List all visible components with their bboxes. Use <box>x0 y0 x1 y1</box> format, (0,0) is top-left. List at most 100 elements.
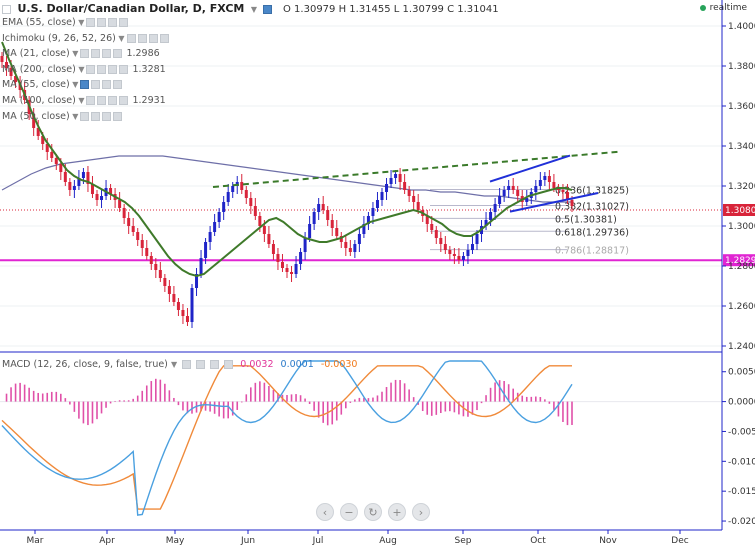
dropdown-chevron-icon[interactable]: ▼ <box>170 360 178 369</box>
indicator-row: MA (55, close) ▼ <box>2 78 123 92</box>
candle-body <box>109 188 113 194</box>
indicator-label: MA (50, close) <box>2 110 70 122</box>
candle-body <box>90 184 94 194</box>
indicator-row: EMA (55, close) ▼ <box>2 16 129 30</box>
settings-icon[interactable] <box>97 18 107 27</box>
candle-body <box>394 174 398 178</box>
dropdown-chevron-icon[interactable]: ▼ <box>75 64 85 74</box>
candle-body <box>344 242 348 248</box>
close-icon[interactable] <box>113 111 123 121</box>
dropdown-chevron-icon[interactable]: ▼ <box>69 80 79 90</box>
zoom-out-button[interactable]: − <box>340 503 358 521</box>
close-icon[interactable] <box>119 18 129 27</box>
fib-level-label: 0.618(1.29736) <box>555 227 629 238</box>
settings-icon[interactable] <box>102 111 112 121</box>
scroll-left-button[interactable]: ‹ <box>316 503 334 521</box>
visibility-icon[interactable] <box>262 4 272 14</box>
settings-icon[interactable] <box>86 64 96 74</box>
scroll-right-button[interactable]: › <box>412 503 430 521</box>
settings-icon[interactable] <box>86 18 96 27</box>
indicator-label: Ichimoku (9, 26, 52, 26) <box>2 32 116 44</box>
settings-icon[interactable] <box>196 360 206 369</box>
candle-body <box>525 198 529 202</box>
settings-icon[interactable] <box>97 64 107 74</box>
candle-body <box>484 220 488 226</box>
close-icon[interactable] <box>113 49 123 59</box>
dropdown-chevron-icon[interactable]: ▼ <box>250 5 257 14</box>
dropdown-chevron-icon[interactable]: ▼ <box>69 111 79 121</box>
candle-body <box>448 250 452 254</box>
candle-body <box>489 212 493 220</box>
settings-icon[interactable] <box>91 111 101 121</box>
macd-value-1: 0.0032 <box>240 359 274 370</box>
candle-body <box>267 234 271 244</box>
settings-icon[interactable] <box>126 33 136 43</box>
candle-body <box>385 184 389 192</box>
month-label: Dec <box>671 536 688 546</box>
settings-icon[interactable] <box>91 49 101 59</box>
indicator-label: MA (200, close) <box>2 63 76 75</box>
candle-body <box>145 248 149 256</box>
indicator-row: MA (50, close) ▼ <box>2 110 123 124</box>
settings-icon[interactable] <box>102 49 112 59</box>
macd-signal-line <box>1 365 572 510</box>
current-price-tag <box>723 204 755 216</box>
candle-body <box>430 224 434 230</box>
settings-icon[interactable] <box>80 111 90 121</box>
candle-body <box>41 136 45 144</box>
settings-icon[interactable] <box>91 80 101 90</box>
candle-body <box>466 250 470 256</box>
dropdown-chevron-icon[interactable]: ▼ <box>75 18 85 27</box>
indicator-label: MA (21, close) <box>2 48 70 60</box>
close-icon[interactable] <box>159 33 169 43</box>
candle-body <box>136 232 140 240</box>
candle-body <box>0 56 4 62</box>
fib-level-label: 0.382(1.31027) <box>555 201 629 212</box>
settings-icon[interactable] <box>137 33 147 43</box>
indicator-row: MA (200, close) ▼ 1.3281 <box>2 63 166 77</box>
close-icon[interactable] <box>224 360 234 369</box>
candle-body <box>185 316 189 322</box>
collapse-icon[interactable] <box>2 4 11 14</box>
candle-body <box>425 216 429 224</box>
settings-icon[interactable] <box>108 64 118 74</box>
month-label: Jun <box>240 536 255 546</box>
macd-tick-label: -0.0200 <box>728 517 755 527</box>
settings-icon[interactable] <box>80 80 90 90</box>
price-tick-label: 1.40000 <box>728 22 755 32</box>
settings-icon[interactable] <box>80 49 90 59</box>
candle-body <box>213 222 217 232</box>
indicator-value: 1.3281 <box>132 63 166 75</box>
settings-icon[interactable] <box>210 360 220 369</box>
settings-icon[interactable] <box>182 360 192 369</box>
candle-body <box>122 208 126 218</box>
candle-body <box>502 190 506 196</box>
candle-body <box>348 248 352 252</box>
dropdown-chevron-icon[interactable]: ▼ <box>115 33 125 43</box>
candle-body <box>335 228 339 236</box>
dropdown-chevron-icon[interactable]: ▼ <box>69 49 79 59</box>
month-label: Mar <box>27 536 44 546</box>
candle-body <box>498 196 502 204</box>
macd-line <box>1 360 573 516</box>
month-label: May <box>166 536 185 546</box>
candle-body <box>290 272 294 274</box>
reset-button[interactable]: ↻ <box>364 503 382 521</box>
candle-body <box>54 158 58 164</box>
settings-icon[interactable] <box>86 96 96 105</box>
close-icon[interactable] <box>119 64 129 74</box>
settings-icon[interactable] <box>108 96 118 105</box>
macd-legend: MACD (12, 26, close, 9, false, true) ▼ 0… <box>2 358 357 372</box>
zoom-in-button[interactable]: + <box>388 503 406 521</box>
close-icon[interactable] <box>113 80 123 90</box>
settings-icon[interactable] <box>148 33 158 43</box>
close-icon[interactable] <box>119 96 129 105</box>
candle-body <box>439 238 443 244</box>
settings-icon[interactable] <box>108 18 118 27</box>
fib-level-label: 0.5(1.30381) <box>555 214 617 225</box>
dropdown-chevron-icon[interactable]: ▼ <box>75 96 85 105</box>
settings-icon[interactable] <box>97 96 107 105</box>
candle-body <box>154 264 158 270</box>
settings-icon[interactable] <box>102 80 112 90</box>
